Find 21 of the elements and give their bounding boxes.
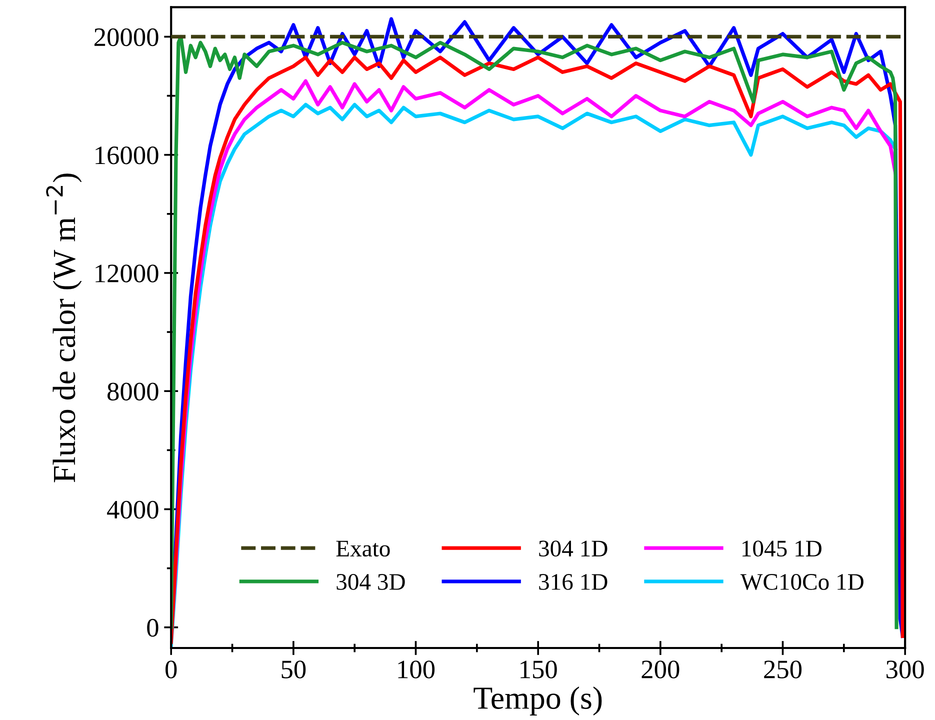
y-tick-label: 0: [147, 618, 158, 637]
x-tick-label: 300: [886, 660, 924, 678]
y-tick-label: 16000: [96, 146, 158, 164]
legend-label: 304 1D: [539, 540, 608, 557]
legend-label: Exato: [336, 540, 390, 557]
x-tick-label: 150: [520, 660, 557, 678]
legend-label: 1045 1D: [742, 540, 822, 557]
x-axis-title: Tempo (s): [474, 686, 602, 716]
legend-label: 316 1D: [539, 574, 608, 590]
x-tick-label: 100: [398, 660, 435, 678]
legend-label: 304 3D: [336, 574, 405, 590]
y-tick-label: 4000: [107, 500, 158, 519]
y-tick-label: 12000: [96, 264, 158, 282]
x-tick-label: 200: [642, 660, 680, 678]
y-tick-label: 8000: [108, 382, 158, 401]
legend-label: WC10Co 1D: [740, 574, 864, 590]
x-tick-label: 250: [764, 660, 802, 678]
y-tick-label: 20000: [94, 28, 158, 46]
x-tick-label: 50: [282, 660, 306, 678]
x-tick-label: 0: [166, 660, 177, 678]
y-axis-title: Fluxo de calor (W m$^{−2}$): [46, 174, 82, 482]
